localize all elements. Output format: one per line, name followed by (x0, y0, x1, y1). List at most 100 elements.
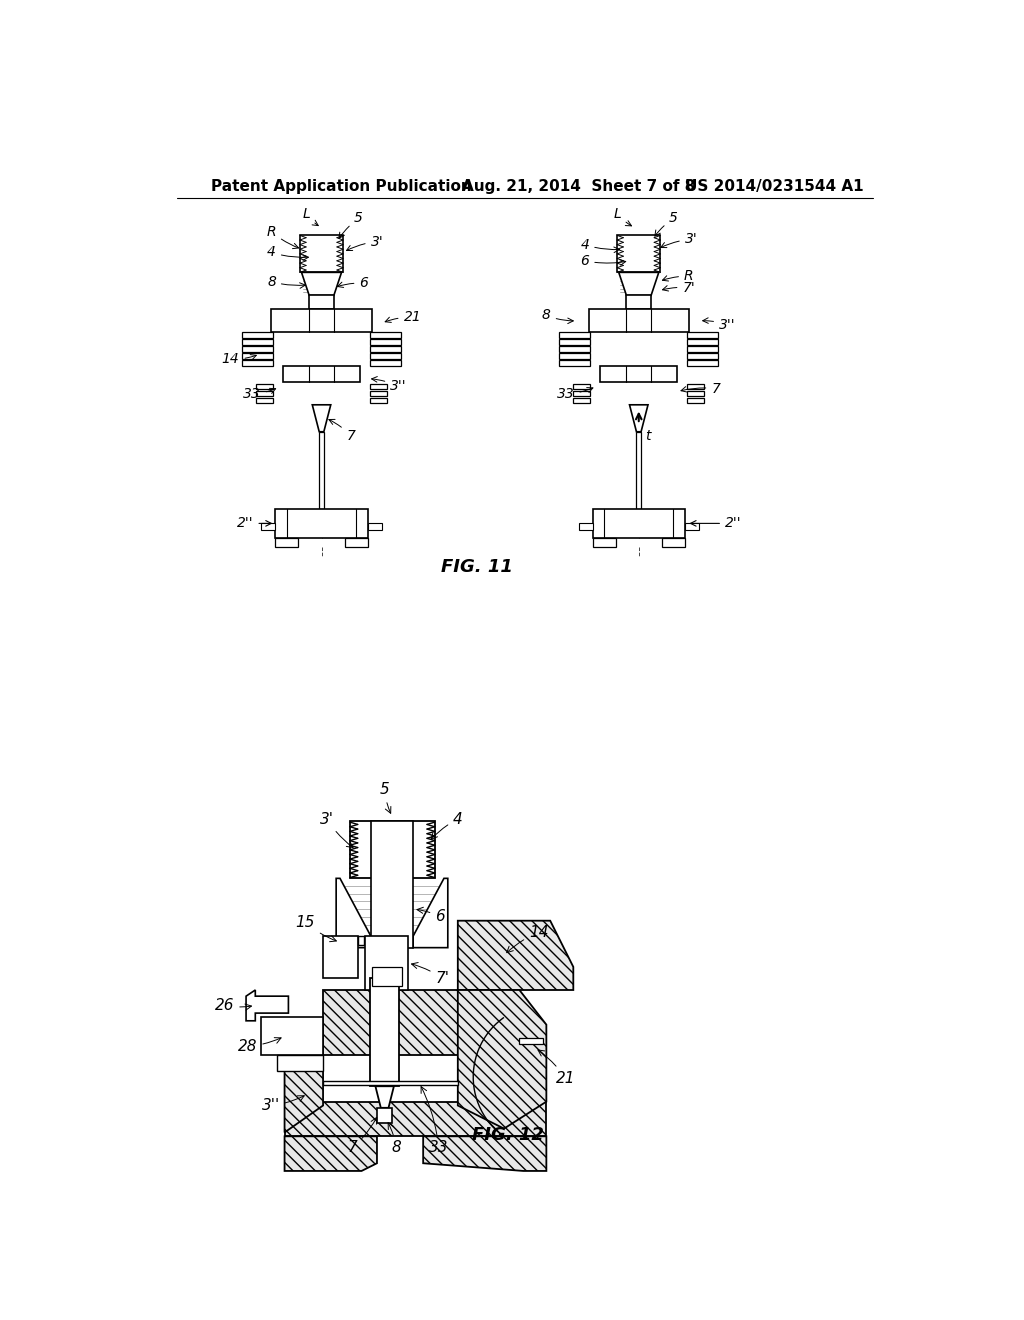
Bar (687, 339, 718, 345)
Bar (271, 309, 372, 333)
Bar (637, 432, 641, 508)
Bar (243, 339, 273, 345)
Text: t: t (645, 429, 650, 442)
Bar (687, 391, 705, 396)
Polygon shape (376, 1086, 394, 1107)
Text: 3': 3' (660, 232, 697, 248)
Bar (275, 508, 368, 539)
Bar (662, 539, 685, 548)
Bar (573, 384, 590, 389)
Bar (370, 339, 400, 345)
Bar (370, 354, 400, 359)
Text: L: L (613, 207, 632, 226)
Bar (370, 391, 387, 396)
Text: 3': 3' (346, 235, 383, 251)
Text: 4: 4 (581, 238, 620, 252)
Text: 4: 4 (267, 246, 308, 260)
Text: 6: 6 (417, 907, 445, 924)
Text: US 2014/0231544 A1: US 2014/0231544 A1 (685, 180, 863, 194)
Polygon shape (285, 1137, 377, 1171)
Bar (687, 333, 718, 338)
Bar (350, 821, 435, 878)
Text: 7': 7' (663, 281, 695, 294)
Bar (319, 432, 324, 508)
Bar (261, 523, 275, 531)
Text: FIG. 12: FIG. 12 (472, 1126, 544, 1143)
Bar (559, 333, 590, 338)
Bar (309, 296, 334, 309)
Text: 5: 5 (654, 211, 678, 236)
Polygon shape (618, 272, 658, 296)
Bar (687, 360, 718, 366)
Bar (372, 966, 401, 986)
Bar (579, 523, 593, 531)
Text: 21: 21 (538, 1049, 575, 1086)
Bar (243, 346, 273, 351)
Bar (243, 354, 273, 359)
Bar (519, 1038, 543, 1044)
Polygon shape (285, 1102, 547, 1137)
Text: 8: 8 (267, 275, 305, 289)
Text: 26: 26 (215, 998, 252, 1012)
Text: 21: 21 (385, 310, 421, 323)
Text: 3'': 3'' (261, 1096, 304, 1113)
Bar (559, 360, 590, 366)
Text: 3'': 3'' (372, 376, 407, 393)
Bar (370, 978, 399, 1086)
Polygon shape (301, 272, 342, 296)
Bar (559, 346, 590, 351)
Text: 4: 4 (431, 812, 463, 840)
Polygon shape (413, 878, 447, 948)
Bar (627, 296, 651, 309)
Bar (370, 397, 387, 404)
Bar (368, 523, 382, 531)
Polygon shape (285, 1048, 323, 1133)
Text: 14: 14 (222, 352, 256, 367)
Bar (366, 936, 408, 990)
Bar (573, 391, 590, 396)
Bar (256, 397, 273, 404)
Polygon shape (458, 921, 573, 990)
Text: R: R (663, 269, 693, 284)
Polygon shape (423, 1137, 547, 1171)
Polygon shape (630, 405, 648, 432)
Bar (243, 333, 273, 338)
Text: 33: 33 (557, 387, 593, 401)
Text: 2'': 2'' (237, 516, 271, 531)
Text: 7: 7 (347, 1118, 377, 1155)
Text: Aug. 21, 2014  Sheet 7 of 8: Aug. 21, 2014 Sheet 7 of 8 (462, 180, 695, 194)
Bar (261, 1016, 323, 1056)
Bar (370, 333, 400, 338)
Text: 3'': 3'' (702, 318, 735, 331)
Bar (593, 508, 685, 539)
Bar (276, 1056, 323, 1071)
Bar (370, 360, 400, 366)
Bar (685, 523, 698, 531)
Bar (357, 936, 364, 945)
Text: 15: 15 (296, 915, 336, 941)
Text: 7: 7 (681, 381, 720, 396)
Text: Patent Application Publication: Patent Application Publication (211, 180, 472, 194)
Bar (300, 235, 343, 272)
Text: L: L (302, 207, 318, 226)
Bar (687, 354, 718, 359)
Bar (687, 384, 705, 389)
Text: 8: 8 (388, 1123, 401, 1155)
Text: FIG. 11: FIG. 11 (441, 558, 513, 577)
Text: 33: 33 (421, 1086, 449, 1155)
Bar (600, 366, 677, 383)
Polygon shape (323, 990, 385, 1056)
Text: 5: 5 (339, 211, 362, 239)
Polygon shape (385, 990, 458, 1056)
Text: 14: 14 (507, 925, 549, 953)
Bar (687, 397, 705, 404)
Text: 6: 6 (338, 276, 369, 290)
Bar (345, 539, 368, 548)
Bar (323, 936, 357, 978)
Polygon shape (458, 990, 547, 1129)
Bar (377, 1107, 392, 1123)
Bar (617, 235, 660, 272)
Text: 7: 7 (329, 420, 355, 442)
Bar (256, 391, 273, 396)
Bar (573, 397, 590, 404)
